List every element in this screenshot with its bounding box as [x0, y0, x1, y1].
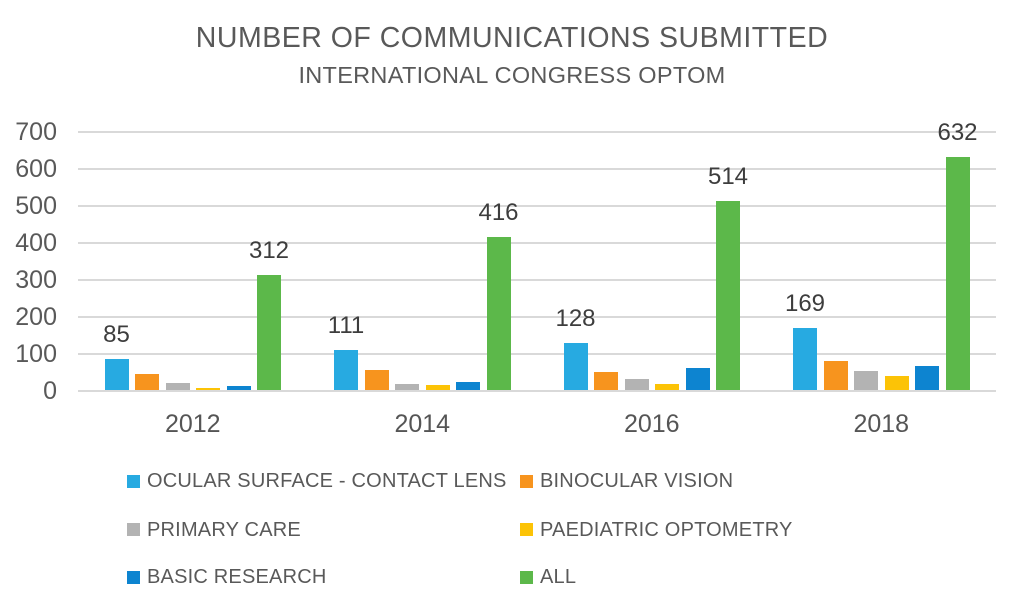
- bar-primary-care-2016: [624, 379, 649, 391]
- legend-item: PRIMARY CARE: [127, 519, 301, 541]
- data-label: 128: [555, 305, 596, 333]
- legend-item: OCULAR SURFACE - CONTACT LENS: [127, 470, 507, 492]
- y-axis-tick-label: 500: [15, 192, 57, 221]
- bar-binocular-vision-2014: [364, 369, 389, 391]
- y-axis-tick-label: 400: [15, 228, 57, 257]
- bar-paediatric-optometry-2012: [196, 387, 220, 391]
- gridline-100: [78, 352, 996, 355]
- data-label: 169: [784, 290, 826, 318]
- legend-item: ALL: [520, 566, 576, 588]
- data-label: 632: [937, 119, 978, 147]
- bar-paediatric-optometry-2016: [655, 384, 679, 391]
- legend-item: BASIC RESEARCH: [127, 566, 327, 588]
- bar-all-2014: [486, 237, 511, 391]
- gridline-200: [78, 315, 996, 318]
- bar-binocular-vision-2012: [135, 373, 159, 391]
- bar-paediatric-optometry-2014: [425, 384, 450, 391]
- bar-all-2016: [716, 200, 740, 391]
- y-axis-tick-label: 700: [15, 118, 57, 147]
- data-label: 416: [478, 199, 519, 227]
- legend-swatch: [127, 570, 140, 584]
- bar-ocular-surface-contact-lens-2018: [793, 328, 817, 391]
- x-axis-tick-label: 2016: [623, 410, 680, 438]
- legend-swatch: [520, 474, 533, 488]
- gridline-600: [78, 168, 996, 171]
- gridline-400: [78, 241, 996, 244]
- x-axis-tick-label: 2012: [164, 410, 221, 438]
- gridline-300: [78, 278, 996, 281]
- gridline-700: [78, 131, 996, 134]
- bar-primary-care-2012: [165, 383, 190, 391]
- legend-swatch: [127, 523, 140, 536]
- bar-ocular-surface-contact-lens-2012: [104, 359, 129, 391]
- bar-binocular-vision-2018: [823, 360, 848, 391]
- y-axis-tick-label: 600: [15, 155, 57, 184]
- data-label: 111: [327, 311, 365, 339]
- y-axis-tick-label: 300: [15, 265, 57, 294]
- bar-basic-research-2018: [915, 366, 939, 391]
- legend-swatch: [520, 570, 533, 584]
- bar-all-2018: [945, 157, 970, 391]
- legend-label: PAEDIATRIC OPTOMETRY: [540, 518, 793, 541]
- legend-item: PAEDIATRIC OPTOMETRY: [520, 519, 793, 541]
- bar-ocular-surface-contact-lens-2016: [563, 343, 588, 391]
- bar-primary-care-2014: [395, 384, 419, 391]
- bar-ocular-surface-contact-lens-2014: [334, 349, 358, 391]
- bar-all-2012: [257, 275, 281, 391]
- legend-label: BASIC RESEARCH: [147, 566, 327, 588]
- y-axis-tick-label: 0: [43, 376, 57, 405]
- gridline-500: [78, 205, 996, 208]
- legend-item: BINOCULAR VISION: [520, 470, 733, 492]
- bar-primary-care-2018: [854, 370, 878, 391]
- legend-label: ALL: [540, 566, 577, 588]
- chart-title: NUMBER OF COMMUNICATIONS SUBMITTED: [195, 22, 829, 54]
- legend-swatch: [127, 474, 140, 488]
- x-axis-tick-label: 2014: [394, 410, 451, 438]
- y-axis-tick-label: 100: [15, 339, 57, 368]
- bar-basic-research-2016: [685, 368, 710, 391]
- data-label: 85: [103, 321, 130, 349]
- bar-basic-research-2012: [226, 385, 251, 391]
- bar-basic-research-2014: [456, 382, 480, 391]
- legend-label: PRIMARY CARE: [147, 518, 301, 541]
- bar-paediatric-optometry-2018: [884, 375, 909, 391]
- legend-label: BINOCULAR VISION: [540, 470, 734, 492]
- bar-binocular-vision-2016: [594, 372, 618, 391]
- data-label: 514: [707, 162, 749, 190]
- y-axis-tick-label: 200: [15, 302, 57, 331]
- legend-swatch: [520, 523, 533, 536]
- x-axis-tick-label: 2018: [853, 410, 910, 438]
- data-label: 312: [248, 237, 290, 265]
- gridline-0: [78, 389, 996, 392]
- chart-subtitle: INTERNATIONAL CONGRESS OPTOM: [298, 62, 726, 88]
- legend-label: OCULAR SURFACE - CONTACT LENS: [147, 470, 507, 492]
